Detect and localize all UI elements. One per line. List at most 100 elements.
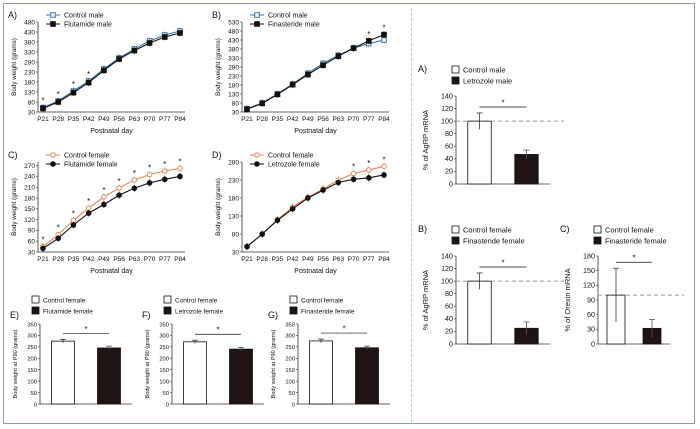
- y-tick-label: 330: [228, 55, 239, 62]
- data-point: [40, 245, 46, 252]
- y-tick-label: 80: [445, 289, 453, 298]
- y-tick-label: 50: [163, 391, 169, 397]
- series-line: [42, 30, 181, 109]
- legend-label: Control female: [43, 298, 86, 305]
- y-tick-label: 100: [27, 379, 37, 385]
- series-line: [42, 175, 181, 249]
- F_left-svg: F) Control female Letrozole female 0 50 100 15…: [142, 295, 264, 408]
- x-axis-title: Postnatal day: [294, 268, 337, 275]
- y-tick-label: 130: [228, 213, 239, 220]
- x-tick-label: P77: [159, 256, 171, 263]
- y-tick-label: 330: [24, 49, 35, 56]
- y-tick-label: 300: [285, 334, 295, 340]
- data-point: [350, 176, 357, 183]
- series-1: [244, 31, 387, 113]
- y-tick-label: 100: [441, 276, 453, 285]
- data-point: [177, 30, 183, 36]
- x-tick-label: P63: [129, 256, 141, 263]
- significance-mark: *: [632, 254, 635, 263]
- x-tick-label: P70: [144, 256, 156, 263]
- y-tick-label: 60: [445, 302, 453, 311]
- y-tick-label: 140: [441, 91, 453, 100]
- y-tick-label: 230: [228, 73, 239, 80]
- chart-a-agrp-letrozole: A) Control male Letrozole male 0 20 40 60 80 100…: [418, 62, 566, 190]
- panel-label: D): [212, 150, 222, 160]
- significance-mark: *: [367, 30, 370, 39]
- data-point: [131, 185, 138, 192]
- x-tick-label: P63: [129, 116, 141, 123]
- legend-marker: [254, 161, 260, 167]
- y-tick-label: 150: [24, 206, 35, 213]
- series-1: [40, 172, 183, 252]
- y-tick-label: 180: [228, 82, 239, 89]
- legend-label: Control female: [463, 226, 512, 235]
- panel-label: E): [10, 310, 19, 320]
- legend-label: Control female: [301, 298, 344, 305]
- y-tick-label: 280: [24, 59, 35, 66]
- y-tick-label: 180: [24, 195, 35, 202]
- x-tick-label: P56: [317, 256, 329, 263]
- y-tick-label: 30: [28, 109, 36, 116]
- legend-label: Letrozole female: [175, 309, 223, 316]
- chart-b-agrp-finasteride: B) Control female Finasteride female 0 20 40 6…: [418, 222, 566, 350]
- significance-mark: *: [133, 169, 136, 178]
- y-tick-label: 30: [587, 325, 595, 334]
- y-tick-label: 50: [289, 391, 295, 397]
- y-tick-label: 280: [228, 64, 239, 71]
- y-tick-label: 130: [228, 91, 239, 98]
- chart-a-male-flutamide: A) 30 80 130 180 230 280 330 380 430 480 P21 P28 P35 P…: [8, 8, 188, 136]
- data-point: [131, 47, 138, 54]
- y-tick-label: 0: [166, 402, 169, 408]
- x-tick-label: P84: [378, 256, 390, 263]
- x-axis-title: Postnatal day: [294, 128, 337, 135]
- y-tick-label: 240: [24, 174, 35, 181]
- legend-label: Control female: [268, 153, 314, 160]
- chart-g-p90-finasteride: G) Control female Finasteride female 0 50 100…: [268, 292, 396, 410]
- y-tick-label: 350: [27, 322, 37, 328]
- data-point: [350, 170, 357, 177]
- series-line: [246, 39, 385, 110]
- y-tick-label: 120: [441, 104, 453, 113]
- significance-mark: *: [57, 90, 60, 99]
- x-tick-label: P28: [256, 256, 268, 263]
- legend-label: Flutamide male: [64, 22, 112, 29]
- y-tick-label: 270: [24, 163, 35, 170]
- y-tick-label: 180: [228, 195, 239, 202]
- legend-label: Control female: [605, 226, 654, 235]
- data-point: [146, 40, 153, 46]
- significance-mark: *: [41, 97, 44, 106]
- legend-label: Control female: [64, 153, 110, 160]
- legend-label: Finasteride female: [463, 237, 525, 246]
- y-tick-label: 250: [27, 345, 37, 351]
- x-tick-label: P49: [302, 116, 314, 123]
- data-point: [85, 210, 92, 216]
- figure-divider: [411, 8, 412, 422]
- data-point: [70, 222, 77, 228]
- x-tick-label: P70: [144, 116, 156, 123]
- series-0: [244, 162, 387, 251]
- panel-label: F): [142, 310, 151, 320]
- significance-mark: *: [84, 325, 87, 334]
- x-tick-label: P49: [98, 256, 110, 263]
- data-point: [177, 173, 183, 180]
- bar: [467, 120, 492, 185]
- data-point: [116, 192, 122, 198]
- panel-label: C): [560, 224, 570, 234]
- B_right-svg: B) Control female Finasteride female 0 20 40 6…: [418, 224, 564, 348]
- data-point: [259, 100, 266, 107]
- legend-label: Finasteride male: [268, 22, 320, 29]
- significance-mark: *: [178, 157, 181, 166]
- data-point: [146, 171, 153, 178]
- legend-swatch: [451, 225, 460, 234]
- significance-mark: *: [382, 24, 385, 33]
- data-point: [365, 167, 372, 173]
- data-point: [177, 165, 183, 172]
- data-point: [161, 34, 168, 40]
- y-axis-title: Body weight (grams): [11, 38, 18, 96]
- legend-label: Flutamide female: [43, 309, 93, 316]
- y-tick-label: 0: [292, 402, 295, 408]
- C_left-svg: C) 30 60 90 120 150 180 210 240 270 P21 P28 P35 P42 P4…: [8, 150, 186, 275]
- y-tick-label: 210: [24, 185, 35, 192]
- y-axis-title: % of AgRP mRNA: [421, 110, 430, 170]
